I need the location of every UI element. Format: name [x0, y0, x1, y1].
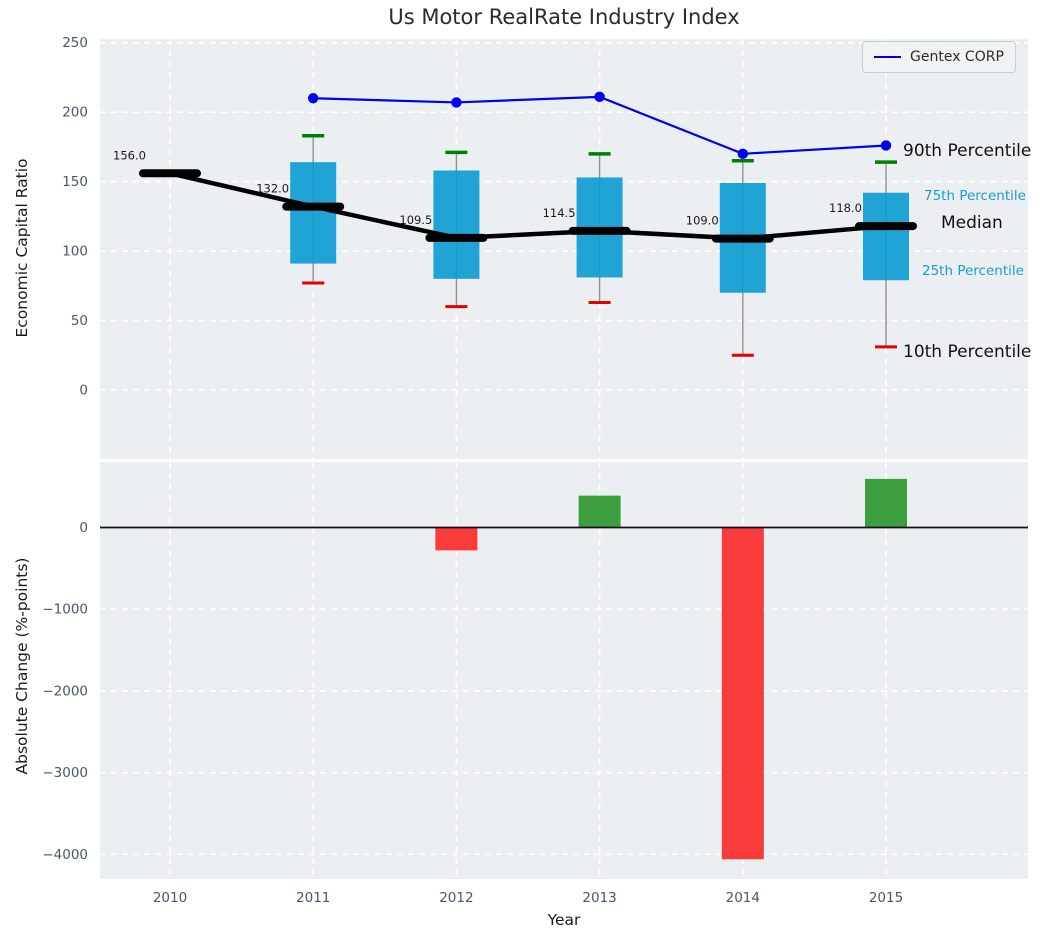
xtick-2011: 2011	[296, 890, 330, 906]
xtick-2014: 2014	[726, 890, 760, 906]
change-bar-2012	[435, 527, 478, 551]
top-ytick-0: 0	[79, 383, 88, 399]
xtick-2012: 2012	[439, 890, 473, 906]
iqr-box-2012	[433, 170, 480, 279]
median-value-label-2010: 156.0	[113, 148, 146, 162]
top-y-axis-label: Economic Capital Ratio	[13, 158, 31, 338]
change-bar-2013	[578, 495, 621, 528]
bottom-ytick--1000: −1000	[42, 602, 88, 618]
legend-line-sample	[874, 56, 901, 58]
median-value-label-2014: 109.0	[686, 214, 719, 228]
label-10th-percentile: 10th Percentile	[903, 342, 1032, 362]
legend-label: Gentex CORP	[910, 49, 1004, 65]
bottom-ytick--3000: −3000	[42, 765, 88, 781]
top-ytick-50: 50	[71, 313, 88, 329]
bottom-y-axis-label: Absolute Change (%-points)	[13, 557, 31, 775]
top-ytick-250: 250	[62, 35, 88, 51]
x-axis-label: Year	[547, 911, 581, 929]
chart-title: Us Motor RealRate Industry Index	[388, 5, 740, 29]
gentex-point-2015	[880, 140, 892, 151]
top-ytick-150: 150	[62, 174, 88, 190]
gentex-point-2012	[451, 97, 462, 108]
median-value-label-2011: 132.0	[256, 182, 289, 196]
label-90th-percentile: 90th Percentile	[903, 141, 1032, 161]
bottom-ytick--4000: −4000	[42, 847, 88, 863]
top-ytick-200: 200	[62, 105, 88, 121]
median-value-label-2013: 114.5	[543, 206, 576, 220]
label-25th-percentile: 25th Percentile	[922, 263, 1024, 279]
label-75th-percentile: 75th Percentile	[924, 188, 1026, 204]
gentex-point-2013	[594, 91, 605, 103]
label-median: Median	[941, 213, 1003, 233]
median-value-label-2015: 118.0	[829, 201, 862, 215]
median-value-label-2012: 109.5	[399, 213, 432, 227]
legend: Gentex CORP	[862, 41, 1016, 73]
bottom-panel-background	[100, 462, 1028, 879]
xtick-2010: 2010	[153, 890, 187, 906]
gentex-point-2011	[308, 93, 319, 104]
bottom-ytick--2000: −2000	[42, 683, 88, 699]
iqr-box-2011	[290, 162, 337, 264]
bottom-ytick-0: 0	[79, 520, 88, 536]
xtick-2015: 2015	[869, 890, 903, 906]
gentex-point-2014	[737, 148, 748, 160]
xtick-2013: 2013	[582, 890, 616, 906]
change-bar-2015	[865, 478, 907, 528]
top-ytick-100: 100	[62, 244, 88, 260]
iqr-box-2015	[863, 192, 909, 281]
change-bar-2014	[721, 527, 764, 860]
